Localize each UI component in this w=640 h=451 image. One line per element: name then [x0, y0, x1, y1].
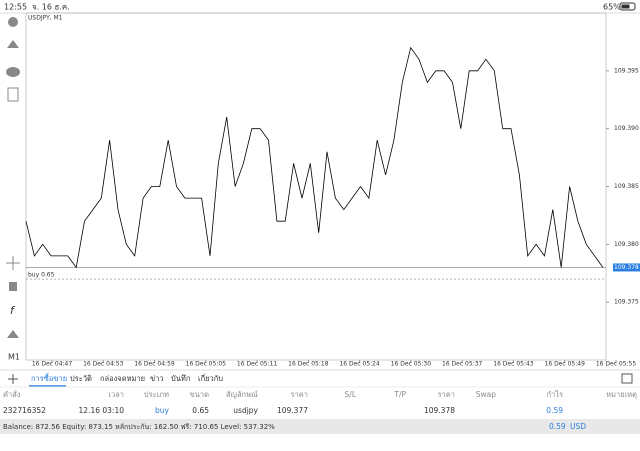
tab[interactable]: ประวัติ	[70, 374, 92, 383]
x-tick-label: 16 Dec 05:55	[596, 361, 637, 368]
table: คำสั่ง เวลา ประเภท ขนาด สัญลักษณ์ ราคา S/L T/P ร…	[3, 389, 637, 415]
table-cell: usdjpy	[233, 406, 258, 415]
table-header: ขนาด	[190, 390, 209, 399]
x-tick-label: 16 Dec 05:24	[339, 361, 380, 368]
tab[interactable]: กล่องจดหมาย	[100, 374, 145, 383]
table-cell: 12.16 03:10	[79, 406, 125, 415]
chart: 109.375 109.380 109.385 109.390 109.395 16 De…	[25, 46, 640, 368]
tab[interactable]: บันทึก	[171, 374, 190, 383]
x-tick-label: 16 Dec 05:11	[237, 361, 278, 368]
footer-currency: USD	[570, 422, 586, 431]
table-header: กำไร	[546, 390, 563, 399]
table-header: Swap	[476, 390, 496, 399]
chat-icon[interactable]	[6, 67, 20, 77]
x-tick-label: 16 Dec 04:47	[32, 361, 73, 368]
table-cell: buy	[155, 406, 170, 415]
table-header: ราคา	[438, 390, 455, 399]
table-cell: 232716352	[3, 406, 46, 415]
y-tick-label: 109.395	[614, 67, 639, 74]
y-tick-label: 109.390	[614, 125, 639, 132]
tab[interactable]: เกี่ยวกับ	[198, 373, 223, 383]
trade-icon[interactable]	[7, 40, 19, 48]
objects-icon[interactable]	[7, 330, 19, 338]
add-button[interactable]	[8, 374, 18, 384]
price-tag-label: 109.378	[614, 264, 639, 271]
x-tick-label: 16 Dec 05:49	[545, 361, 586, 368]
price-line	[25, 46, 604, 269]
account-icon[interactable]	[8, 17, 18, 27]
tab[interactable]: การซื้อขาย	[31, 373, 67, 383]
table-header: หมายเหตุ	[606, 390, 637, 399]
indicator-icon[interactable]: f	[10, 304, 16, 317]
layout-button[interactable]	[621, 373, 633, 384]
table-header: เวลา	[108, 390, 124, 399]
x-tick-label: 16 Dec 04:53	[83, 361, 124, 368]
x-tick-label: 16 Dec 05:43	[493, 361, 534, 368]
y-tick-label: 109.375	[614, 299, 639, 306]
table-cell: 0.65	[192, 406, 209, 415]
footer-profit: 0.59	[549, 422, 566, 431]
battery-icon	[619, 2, 636, 11]
table-header: ประเภท	[144, 390, 169, 399]
chart-title: USDJPY, M1	[28, 15, 63, 22]
table-header: คำสั่ง	[3, 389, 21, 399]
crosshair-icon[interactable]	[6, 256, 20, 270]
table-header: T/P	[393, 390, 406, 399]
table-cell: 109.378	[424, 406, 455, 415]
status-battery: 65%	[603, 3, 621, 12]
y-tick-label: 109.385	[614, 183, 639, 190]
x-tick-label: 16 Dec 05:05	[186, 361, 227, 368]
y-tick-label: 109.380	[614, 241, 639, 248]
battery-level	[621, 4, 630, 9]
table-cell: 0.59	[546, 406, 563, 415]
x-tick-label: 16 Dec 04:59	[134, 361, 175, 368]
table-header: ราคา	[291, 390, 308, 399]
tabs: การซื้อขาย ประวัติ กล่องจดหมาย ข่าว บันทึก เก…	[29, 373, 223, 387]
buy-label: buy 0.65	[28, 272, 55, 279]
table-cell: 109.377	[277, 406, 308, 415]
timeframe-button[interactable]: M1	[8, 353, 20, 362]
table-header: S/L	[345, 390, 357, 399]
x-tick-label: 16 Dec 05:37	[442, 361, 483, 368]
status-date: จ. 16 ธ.ค.	[32, 3, 70, 12]
footer-bar	[0, 419, 640, 434]
new-order-icon[interactable]	[7, 87, 19, 102]
toolbar: f	[6, 17, 20, 338]
tab[interactable]: ข่าว	[150, 374, 164, 383]
price-tag	[613, 263, 640, 272]
status-time: 12:55	[4, 3, 27, 12]
table-header: สัญลักษณ์	[226, 390, 258, 399]
candle-icon[interactable]	[9, 282, 17, 291]
x-tick-label: 16 Dec 05:18	[288, 361, 329, 368]
footer-summary: Balance: 872.56 Equity: 873.15 หลักประกั…	[3, 423, 275, 431]
x-tick-label: 16 Dec 05:30	[391, 361, 432, 368]
